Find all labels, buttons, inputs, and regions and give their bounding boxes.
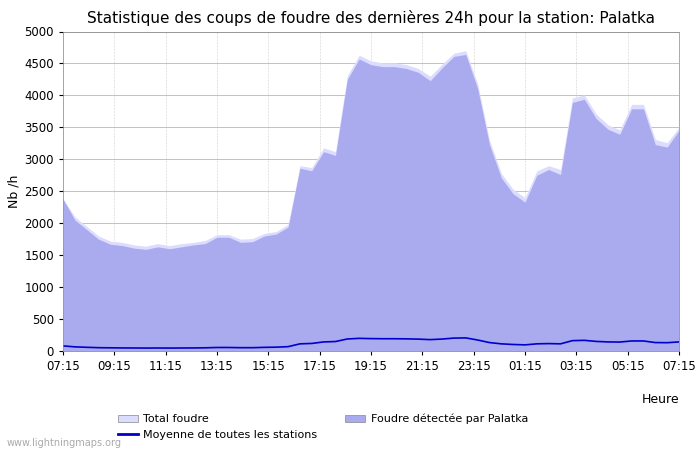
Text: www.lightningmaps.org: www.lightningmaps.org — [7, 438, 122, 448]
Legend: Total foudre, Moyenne de toutes les stations, Foudre détectée par Palatka: Total foudre, Moyenne de toutes les stat… — [118, 414, 528, 440]
Y-axis label: Nb /h: Nb /h — [7, 175, 20, 208]
Title: Statistique des coups de foudre des dernières 24h pour la station: Palatka: Statistique des coups de foudre des dern… — [87, 10, 655, 26]
Text: Heure: Heure — [641, 392, 679, 405]
